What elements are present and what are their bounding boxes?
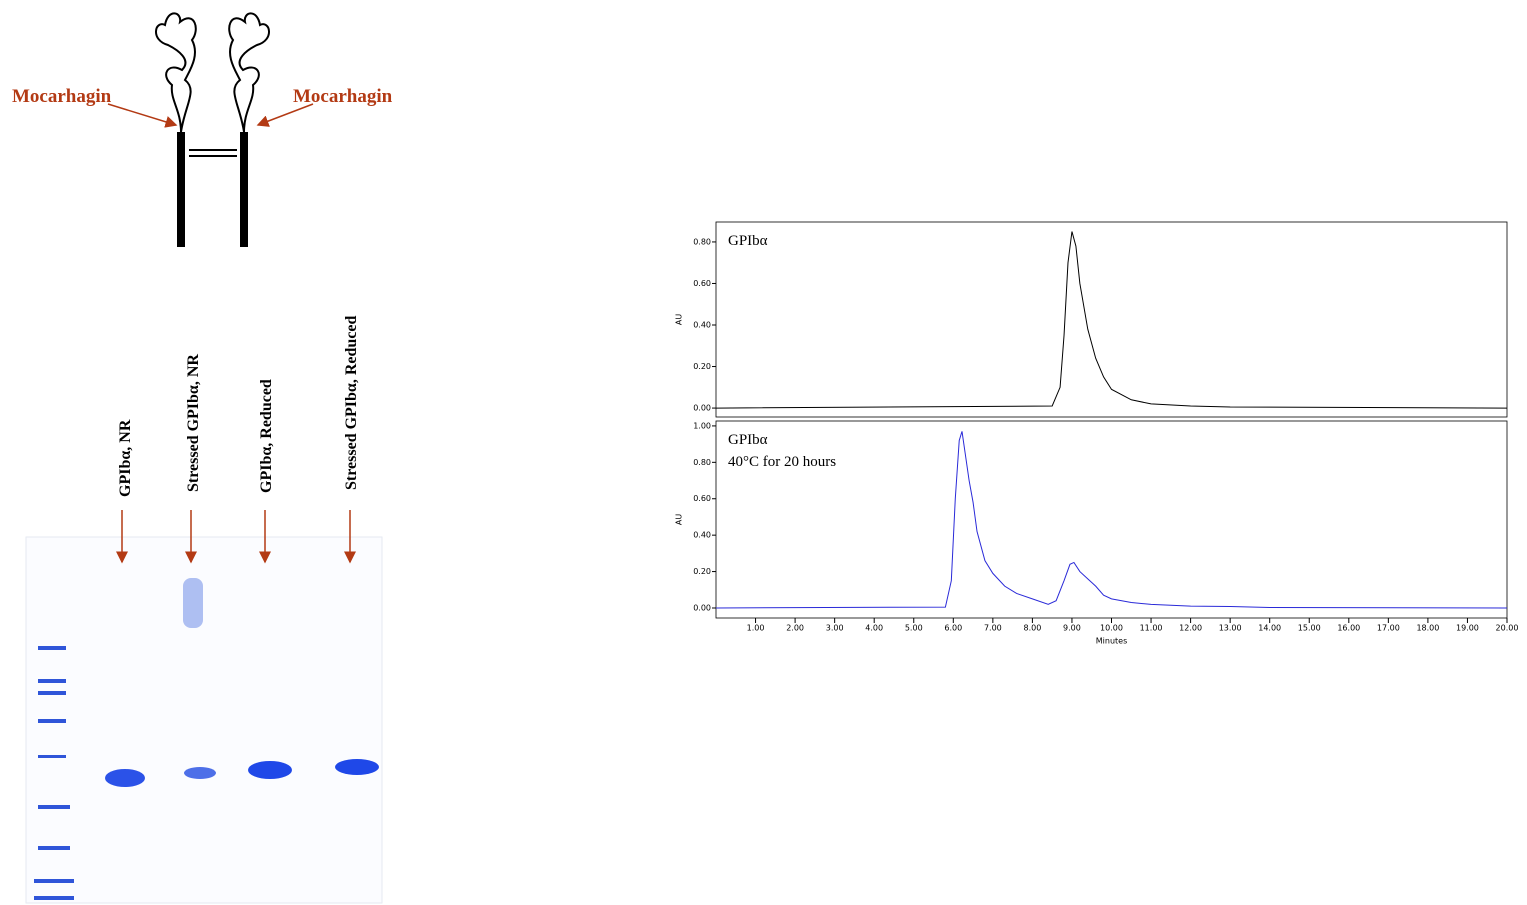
arrow	[108, 104, 176, 125]
figure: Mocarhagin Mocarhagin GPIbα, NR Stressed…	[0, 0, 1527, 905]
x-tick-label: 20.00	[1496, 624, 1519, 633]
y-tick-label: 0.60	[693, 279, 711, 288]
lane-label: GPIbα, Reduced	[258, 379, 275, 493]
y-tick-label: 1.00	[693, 421, 711, 430]
x-tick-label: 19.00	[1456, 624, 1479, 633]
x-tick-label: 7.00	[984, 624, 1002, 633]
y-tick-label: 0.80	[693, 237, 711, 246]
protein-diagram	[156, 13, 269, 247]
x-tick-label: 13.00	[1219, 624, 1242, 633]
y-tick-label: 0.80	[693, 458, 711, 467]
x-tick-label: 6.00	[944, 624, 962, 633]
x-tick-label: 16.00	[1337, 624, 1360, 633]
x-tick-label: 3.00	[826, 624, 844, 633]
y-tick-label: 0.00	[693, 404, 711, 413]
lane-label: Stressed GPIbα, Reduced	[343, 315, 360, 490]
plot-frame	[716, 421, 1507, 618]
annotation: GPIbα	[728, 432, 768, 448]
gel	[26, 537, 382, 903]
lane-label: Stressed GPIbα, NR	[185, 354, 202, 492]
y-tick-label: 0.60	[693, 494, 711, 503]
x-tick-label: 14.00	[1258, 624, 1281, 633]
chromatogram-line	[716, 232, 1507, 409]
x-tick-label: 10.00	[1100, 624, 1123, 633]
x-tick-label: 12.00	[1179, 624, 1202, 633]
y-axis-label: AU	[675, 314, 684, 325]
x-tick-label: 1.00	[747, 624, 765, 633]
cleavage-label: Mocarhagin	[293, 86, 393, 107]
annotation: 40°C for 20 hours	[728, 454, 836, 470]
x-tick-label: 18.00	[1416, 624, 1439, 633]
y-tick-label: 0.20	[693, 567, 711, 576]
x-tick-label: 11.00	[1140, 624, 1163, 633]
lane-label: GPIbα, NR	[117, 419, 134, 497]
x-tick-label: 2.00	[786, 624, 804, 633]
x-axis-label: Minutes	[1096, 637, 1128, 646]
page: {"diagram": {"labels": ["Mocarhagin", "M…	[0, 0, 1527, 905]
cleavage-label: Mocarhagin	[12, 86, 112, 107]
plot-frame	[716, 222, 1507, 417]
y-tick-label: 0.40	[693, 531, 711, 540]
x-tick-label: 5.00	[905, 624, 923, 633]
y-axis-label: AU	[675, 514, 684, 525]
annotation: GPIbα	[728, 233, 768, 249]
y-tick-label: 0.40	[693, 321, 711, 330]
arrow	[258, 104, 313, 125]
y-tick-label: 0.20	[693, 362, 711, 371]
x-tick-label: 15.00	[1298, 624, 1321, 633]
x-tick-label: 9.00	[1063, 624, 1081, 633]
x-tick-label: 8.00	[1023, 624, 1041, 633]
x-tick-label: 17.00	[1377, 624, 1400, 633]
y-tick-label: 0.00	[693, 603, 711, 612]
x-tick-label: 4.00	[865, 624, 883, 633]
